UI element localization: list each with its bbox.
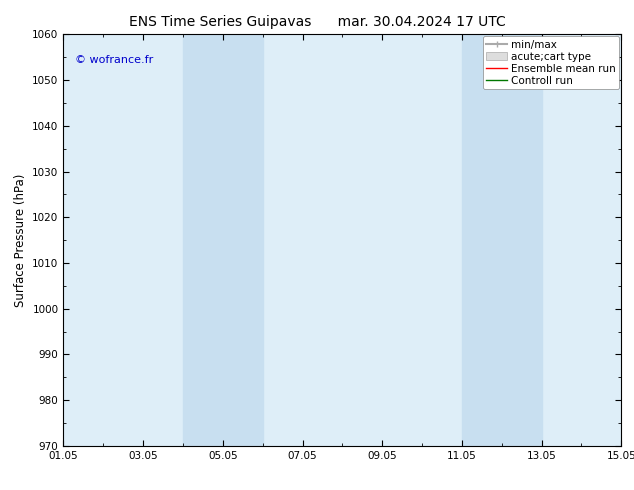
Legend: min/max, acute;cart type, Ensemble mean run, Controll run: min/max, acute;cart type, Ensemble mean … [483, 36, 619, 89]
Bar [183, 34, 262, 446]
Text: © wofrance.fr: © wofrance.fr [75, 55, 153, 65]
Y-axis label: Surface Pressure (hPa): Surface Pressure (hPa) [14, 173, 27, 307]
Bar [462, 34, 541, 446]
Text: ENS Time Series Guipavas      mar. 30.04.2024 17 UTC: ENS Time Series Guipavas mar. 30.04.2024… [129, 15, 505, 29]
